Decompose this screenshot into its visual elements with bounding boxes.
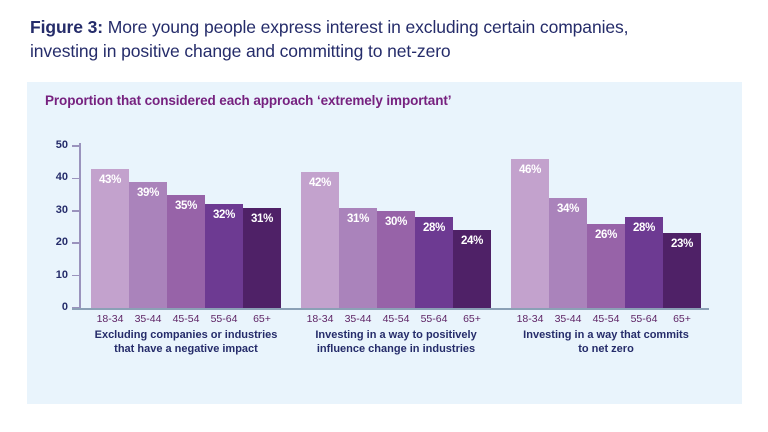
age-band-label: 45-54 (382, 313, 410, 325)
bar: 35% (167, 194, 205, 308)
age-band-labels: 18-34 35-44 45-54 55-64 65+ (301, 313, 491, 325)
bar: 31% (243, 207, 281, 308)
y-axis-tick-label: 40 (55, 171, 68, 184)
chart-title: Proportion that considered each approach… (45, 93, 452, 108)
age-band-label: 35-44 (134, 313, 162, 325)
y-axis-tick-label: 20 (55, 236, 68, 249)
bar: 43% (91, 168, 129, 308)
bar-value-label: 39% (136, 186, 160, 199)
group-axis-labels: 18-34 35-44 45-54 55-64 65+ Investing in a wa… (511, 313, 701, 356)
age-band-label: 45-54 (172, 313, 200, 325)
y-axis-tick (72, 177, 80, 180)
bar-value-label: 28% (422, 222, 446, 235)
age-band-labels: 18-34 35-44 45-54 55-64 65+ (91, 313, 281, 325)
bar-value-label: 31% (346, 212, 370, 225)
age-band-label: 35-44 (344, 313, 372, 325)
figure-caption: Figure 3: More young people express inte… (30, 16, 742, 63)
bar: 28% (625, 217, 663, 308)
group-caption: Investing in a way to positively influenc… (315, 329, 477, 355)
bar-chart: 0 10 20 30 40 50 43% 39% 35% 32% 31% 42% 31% 30% 28% 2… (27, 82, 742, 404)
bar-value-label: 46% (518, 163, 542, 176)
age-band-label: 55-64 (210, 313, 238, 325)
y-axis-tick-label: 50 (55, 139, 68, 151)
age-band-label: 65+ (253, 313, 271, 325)
bar-value-label: 34% (556, 202, 580, 215)
age-band-label: 65+ (463, 313, 481, 325)
bar: 28% (415, 217, 453, 308)
age-band-label: 45-54 (592, 313, 620, 325)
bar-value-label: 42% (308, 176, 332, 189)
y-axis-tick-label: 0 (61, 301, 68, 313)
figure-caption-line1: More young people express interest in ex… (107, 17, 629, 37)
group-caption: Investing in a way that commits to net ze… (523, 329, 689, 355)
age-band-label: 18-34 (516, 313, 544, 325)
age-band-label: 65+ (673, 313, 691, 325)
y-axis-tick (72, 274, 80, 277)
bar-value-label: 35% (174, 199, 198, 212)
age-band-labels: 18-34 35-44 45-54 55-64 65+ (511, 313, 701, 325)
age-band-label: 18-34 (96, 313, 124, 325)
x-axis-labels: 18-34 35-44 45-54 55-64 65+ Excluding compani… (91, 313, 701, 356)
bar: 32% (205, 204, 243, 308)
bar-value-label: 31% (250, 212, 274, 225)
age-band-label: 35-44 (554, 313, 582, 325)
bar-value-label: 28% (632, 222, 656, 235)
bar: 26% (587, 223, 625, 308)
y-axis-tick (72, 145, 80, 147)
bar-value-label: 43% (98, 173, 122, 186)
age-band-label: 55-64 (420, 313, 448, 325)
bar-value-label: 23% (670, 238, 694, 251)
age-band-label: 18-34 (306, 313, 334, 325)
bar-value-label: 26% (594, 228, 618, 241)
bar: 23% (663, 233, 701, 308)
y-axis-tick (72, 242, 80, 244)
figure-number: Figure 3: (30, 17, 103, 37)
bar: 42% (301, 171, 339, 308)
bar-value-label: 24% (460, 235, 484, 248)
y-axis-line (79, 143, 81, 309)
group-axis-labels: 18-34 35-44 45-54 55-64 65+ Excluding compani… (91, 313, 281, 356)
y-axis-tick-label: 30 (55, 203, 68, 216)
y-axis-tick (72, 210, 80, 212)
bar-value-label: 30% (384, 215, 408, 228)
bar: 31% (339, 207, 377, 308)
bar-group: 43% 39% 35% 32% 31% (91, 168, 281, 308)
bar: 34% (549, 197, 587, 308)
bar-groups: 43% 39% 35% 32% 31% 42% 31% 30% 28% 24% 46% 34% 26% 2… (91, 146, 701, 308)
bar: 30% (377, 210, 415, 308)
bar: 24% (453, 230, 491, 308)
bar: 39% (129, 181, 167, 308)
y-axis-tick-label: 10 (55, 268, 68, 281)
age-band-label: 55-64 (630, 313, 658, 325)
bar-group: 42% 31% 30% 28% 24% (301, 171, 491, 308)
group-caption: Excluding companies or industries that ha… (94, 329, 278, 355)
figure-caption-line2: investing in positive change and committ… (30, 40, 451, 61)
bar-value-label: 32% (212, 209, 236, 222)
bar: 46% (511, 158, 549, 308)
bar-group: 46% 34% 26% 28% 23% (511, 158, 701, 308)
x-axis-line (72, 308, 709, 310)
group-axis-labels: 18-34 35-44 45-54 55-64 65+ Investing in a wa… (301, 313, 491, 356)
chart-panel: Proportion that considered each approach… (27, 82, 742, 404)
